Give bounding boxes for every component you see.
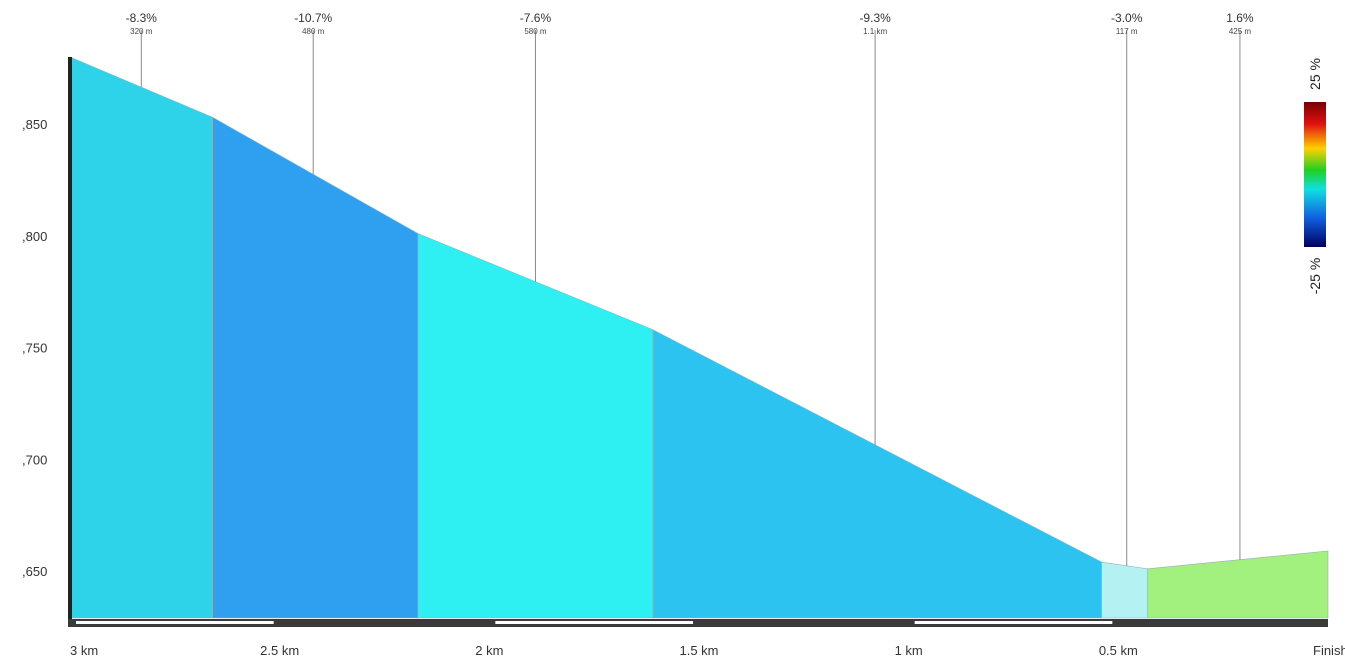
segment-grade-label: -9.3%: [859, 11, 891, 25]
grade-leader-lines: [140, 30, 1241, 566]
segment-length-label: 580 m: [524, 27, 547, 36]
segment-length-label: 480 m: [302, 27, 325, 36]
x-tick-label: 3 km: [70, 643, 98, 657]
x-tick-label: Finish: [1313, 643, 1345, 657]
segment-length-label: 1.1 km: [863, 27, 887, 36]
x-axis-ticks: 3 km 2.5 km 2 km 1.5 km 1 km 0.5 km Finish: [70, 643, 1345, 657]
segment-grade-label: 1.6%: [1226, 11, 1254, 25]
x-axis-bar-marker: [76, 621, 274, 624]
axes: [68, 57, 1328, 627]
grade-color-scale: [1304, 102, 1326, 247]
segment-grade-label: -8.3%: [126, 11, 158, 25]
profile-segment-3: [417, 233, 654, 619]
y-tick-label: ,650: [22, 564, 47, 579]
x-tick-label: 0.5 km: [1099, 643, 1138, 657]
scale-min-label: -25 %: [1307, 258, 1323, 295]
grade-labels: -8.3% 320 m -10.7% 480 m -7.6% 580 m -9.3% 1.1 …: [126, 11, 1254, 36]
profile-segments: [69, 56, 1329, 619]
profile-segment-6: [1147, 550, 1329, 619]
profile-segment-2: [212, 116, 419, 619]
x-axis-bar: [68, 619, 1328, 627]
segment-length-label: 117 m: [1116, 27, 1138, 36]
y-tick-label: ,800: [22, 229, 47, 244]
x-tick-label: 2 km: [475, 643, 503, 657]
y-tick-label: ,700: [22, 452, 47, 467]
y-tick-label: ,850: [22, 117, 47, 132]
y-axis-ticks: ,850 ,800 ,750 ,700 ,650: [22, 117, 47, 579]
grade-color-legend: 25 % -25 %: [1304, 58, 1326, 294]
segment-length-label: 425 m: [1229, 27, 1252, 36]
y-tick-label: ,750: [22, 341, 47, 356]
x-tick-label: 1 km: [895, 643, 923, 657]
profile-segment-5: [1101, 561, 1148, 619]
profile-segment-1: [69, 56, 213, 619]
segment-length-label: 320 m: [130, 27, 153, 36]
segment-grade-label: -10.7%: [294, 11, 332, 25]
scale-max-label: 25 %: [1307, 58, 1323, 90]
segment-grade-label: -3.0%: [1111, 11, 1143, 25]
x-axis-bar-marker: [914, 621, 1113, 624]
x-tick-label: 2.5 km: [260, 643, 299, 657]
x-tick-label: 1.5 km: [679, 643, 718, 657]
profile-segment-4: [652, 329, 1102, 619]
segment-grade-label: -7.6%: [520, 11, 552, 25]
x-axis-bar-marker: [495, 621, 693, 624]
